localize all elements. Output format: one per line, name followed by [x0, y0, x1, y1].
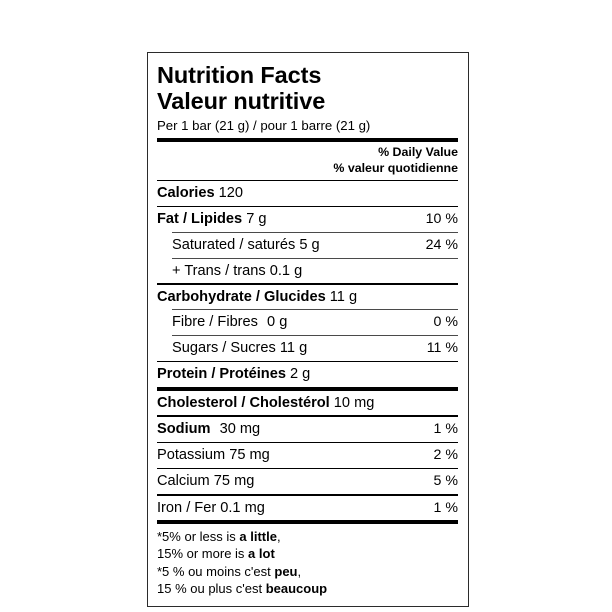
footnote-line-3: *5 % ou moins c'est peu, — [157, 563, 458, 580]
row-trans: + Trans / trans 0.1 g — [157, 259, 458, 284]
divider-thick-bottom — [157, 520, 458, 525]
row-fat-percent: 10 % — [425, 211, 458, 228]
row-saturated-name: Saturated / saturés — [172, 237, 296, 254]
divider-thick-top — [157, 138, 458, 143]
row-saturated-label: Saturated / saturés 5 g — [172, 238, 320, 253]
row-fibre-name: Fibre / Fibres — [172, 314, 258, 331]
daily-value-header-fr: % valeur quotidienne — [333, 161, 458, 176]
row-potassium-name: Potassium — [157, 447, 226, 464]
footnote-line-1-text: *5% or less is — [157, 529, 240, 545]
footnote-line-2: 15% or more is a lot — [157, 545, 458, 562]
row-carbohydrate-label: Carbohydrate / Glucides 11 g — [157, 290, 357, 305]
row-carbohydrate-value: 11 g — [329, 288, 358, 305]
row-protein-name: Protein / Protéines — [157, 366, 286, 383]
daily-value-header-en: % Daily Value — [378, 145, 458, 160]
divider-above-potassium — [157, 441, 458, 444]
footnote: *5% or less is a little, 15% or more is … — [157, 524, 458, 599]
divider-above-protein — [157, 360, 458, 363]
footnote-line-3-tail: , — [297, 563, 302, 579]
row-saturated-percent: 24 % — [425, 237, 458, 254]
nutrition-facts-panel: Nutrition Facts Valeur nutritive Per 1 b… — [147, 52, 469, 608]
footnote-line-1-emphasis: a little — [239, 529, 277, 545]
divider-above-saturated — [172, 232, 458, 234]
row-fat-name: Fat / Lipides — [157, 211, 243, 228]
divider-thick-middle — [157, 386, 458, 391]
footnote-line-3-text: *5 % ou moins c'est — [157, 563, 275, 579]
row-sugars: Sugars / Sucres 11 g 11 % — [157, 336, 458, 361]
footnote-line-3-emphasis: peu — [274, 563, 298, 579]
row-calcium-percent: 5 % — [433, 473, 458, 490]
divider-above-carbohydrate — [157, 283, 458, 285]
row-iron: Iron / Fer 0.1 mg 1 % — [157, 496, 458, 521]
row-protein-label: Protein / Protéines 2 g — [157, 367, 310, 382]
footnote-line-4-text: 15 % ou plus c'est — [157, 581, 266, 596]
row-sodium-value: 30 mg — [219, 421, 261, 437]
row-trans-value: 0.1 g — [269, 262, 303, 279]
serving-size: Per 1 bar (21 g) / pour 1 barre (21 g) — [157, 117, 371, 133]
row-iron-label: Iron / Fer 0.1 mg — [157, 499, 265, 516]
row-cholesterol-value: 10 mg — [333, 394, 375, 411]
divider-above-sugars — [172, 335, 458, 337]
row-iron-name: Iron / Fer — [157, 499, 217, 516]
row-fat: Fat / Lipides 7 g 10 % — [157, 207, 458, 232]
row-calories-name: Calories — [157, 185, 215, 202]
divider-above-fat — [157, 205, 458, 208]
row-sodium-label: Sodium 30 mg — [157, 422, 260, 437]
row-carbohydrate: Carbohydrate / Glucides 11 g — [157, 285, 458, 310]
daily-value-header: % Daily Value % valeur quotidienne — [157, 142, 458, 179]
row-calcium-value: 75 mg — [213, 473, 255, 490]
row-fibre: Fibre / Fibres 0 g 0 % — [157, 310, 458, 335]
row-potassium: Potassium 75 mg 2 % — [157, 443, 458, 468]
row-saturated-value: 5 g — [299, 237, 320, 254]
row-fat-value: 7 g — [246, 211, 267, 228]
row-cholesterol-name: Cholesterol / Cholestérol — [157, 394, 330, 411]
footnote-line-1: *5% or less is a little, — [157, 528, 458, 545]
footnote-line-1-tail: , — [276, 529, 281, 545]
footnote-line-4-emphasis: beaucoup — [265, 581, 328, 596]
divider-above-calcium — [157, 467, 458, 470]
row-sugars-value: 11 g — [279, 340, 308, 357]
divider-above-sodium — [157, 415, 458, 417]
row-calories-value: 120 — [218, 185, 244, 202]
row-calories-label: Calories 120 — [157, 186, 243, 201]
row-sodium: Sodium 30 mg 1 % — [157, 417, 458, 442]
row-sodium-name: Sodium — [157, 421, 211, 437]
row-cholesterol-label: Cholesterol / Cholestérol 10 mg — [157, 396, 374, 411]
divider-above-iron — [157, 493, 458, 496]
row-protein: Protein / Protéines 2 g — [157, 362, 458, 387]
footnote-line-2-emphasis: a lot — [248, 546, 275, 562]
row-potassium-value: 75 mg — [229, 447, 270, 464]
row-sugars-percent: 11 % — [426, 340, 458, 357]
row-carbohydrate-name: Carbohydrate / Glucides — [157, 288, 326, 305]
row-fibre-label: Fibre / Fibres 0 g — [172, 315, 287, 330]
row-potassium-label: Potassium 75 mg — [157, 448, 270, 463]
row-calcium-label: Calcium 75 mg — [157, 474, 254, 489]
page-title-fr: Valeur nutritive — [157, 88, 326, 115]
row-iron-percent: 1 % — [433, 499, 458, 516]
row-trans-label: + Trans / trans 0.1 g — [172, 262, 303, 279]
divider-above-fibre — [172, 309, 458, 311]
row-sodium-percent: 1 % — [433, 421, 458, 437]
row-trans-name: + Trans / trans — [172, 262, 266, 279]
row-fibre-percent: 0 % — [433, 314, 458, 331]
divider-above-calories — [157, 179, 458, 182]
row-fibre-value: 0 g — [267, 314, 288, 331]
row-protein-value: 2 g — [290, 366, 311, 383]
footnote-line-4: 15 % ou plus c'est beaucoup — [157, 580, 458, 597]
row-potassium-percent: 2 % — [433, 447, 458, 464]
row-cholesterol: Cholesterol / Cholestérol 10 mg — [157, 391, 458, 416]
row-sugars-name: Sugars / Sucres — [172, 340, 276, 357]
footnote-line-2-text: 15% or more is — [157, 546, 249, 562]
divider-above-trans — [172, 257, 458, 259]
row-saturated: Saturated / saturés 5 g 24 % — [157, 233, 458, 258]
row-calcium-name: Calcium — [157, 473, 210, 490]
row-calcium: Calcium 75 mg 5 % — [157, 469, 458, 494]
page-title-en: Nutrition Facts — [157, 62, 322, 88]
row-iron-value: 0.1 mg — [220, 499, 265, 516]
row-sugars-label: Sugars / Sucres 11 g — [172, 341, 307, 356]
row-fat-label: Fat / Lipides 7 g — [157, 212, 267, 227]
row-calories: Calories 120 — [157, 181, 458, 206]
